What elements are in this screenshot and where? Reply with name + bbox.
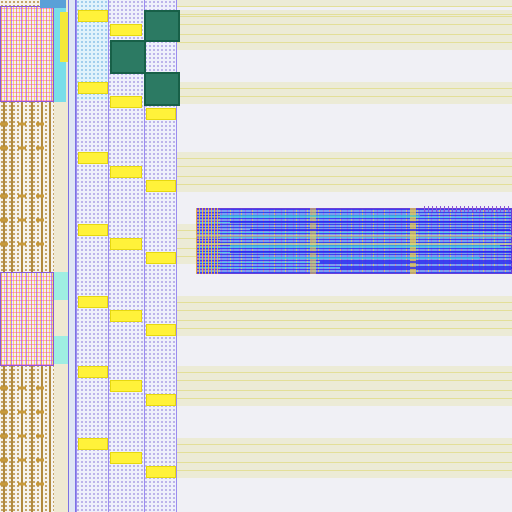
routed-block-strap xyxy=(310,208,316,274)
hard-macro[interactable] xyxy=(110,40,146,74)
placement-row-band xyxy=(176,366,512,388)
io-pad[interactable] xyxy=(78,224,108,236)
io-pad[interactable] xyxy=(78,152,108,164)
placement-row-band xyxy=(176,438,512,460)
placement-row-band xyxy=(176,384,512,406)
routed-block-top-edge xyxy=(424,206,512,212)
placement-row-band xyxy=(176,82,512,104)
vertical-route xyxy=(108,0,109,512)
via-strip-cyan xyxy=(54,336,68,364)
placement-row-band xyxy=(176,170,512,192)
placement-row-band xyxy=(176,0,512,15)
io-pad[interactable] xyxy=(146,180,176,192)
io-pad[interactable] xyxy=(110,24,142,36)
routed-block-strap xyxy=(410,208,416,274)
vertical-route xyxy=(176,0,177,512)
io-pad[interactable] xyxy=(78,296,108,308)
io-pad[interactable] xyxy=(78,438,108,450)
io-pad[interactable] xyxy=(146,394,176,406)
placement-row-band xyxy=(176,314,512,336)
hard-macro[interactable] xyxy=(144,72,180,106)
io-pad[interactable] xyxy=(110,310,142,322)
placement-row-band xyxy=(176,296,512,318)
standard-cell-column[interactable] xyxy=(108,0,144,512)
placement-row-band xyxy=(176,152,512,174)
placement-row-band xyxy=(176,456,512,478)
vertical-route xyxy=(144,0,145,512)
io-pad[interactable] xyxy=(78,82,108,94)
via-strip-cyan xyxy=(54,272,68,300)
logic-block-mid-left[interactable] xyxy=(0,272,54,366)
io-pad[interactable] xyxy=(146,108,176,120)
top-edge-cell xyxy=(40,0,66,8)
placement-row-band xyxy=(176,28,512,50)
io-pad[interactable] xyxy=(78,10,108,22)
logic-block-top-left[interactable] xyxy=(0,6,54,102)
io-pad[interactable] xyxy=(110,166,142,178)
layout-caption: dense-routing-block xyxy=(0,0,1,1)
io-pad[interactable] xyxy=(78,366,108,378)
io-pad[interactable] xyxy=(110,380,142,392)
io-pad[interactable] xyxy=(146,466,176,478)
io-pad[interactable] xyxy=(110,96,142,108)
vertical-route xyxy=(76,0,77,512)
io-pad[interactable] xyxy=(146,324,176,336)
routed-block[interactable] xyxy=(196,208,512,274)
routed-block-edge xyxy=(196,208,220,274)
io-pad[interactable] xyxy=(110,238,142,250)
hard-macro[interactable] xyxy=(144,10,180,42)
power-strap xyxy=(68,0,76,512)
pin-strip-yellow xyxy=(60,12,68,62)
io-pad[interactable] xyxy=(146,252,176,264)
filler-column xyxy=(54,0,68,512)
io-pad[interactable] xyxy=(110,452,142,464)
placement-row-band xyxy=(176,10,512,32)
